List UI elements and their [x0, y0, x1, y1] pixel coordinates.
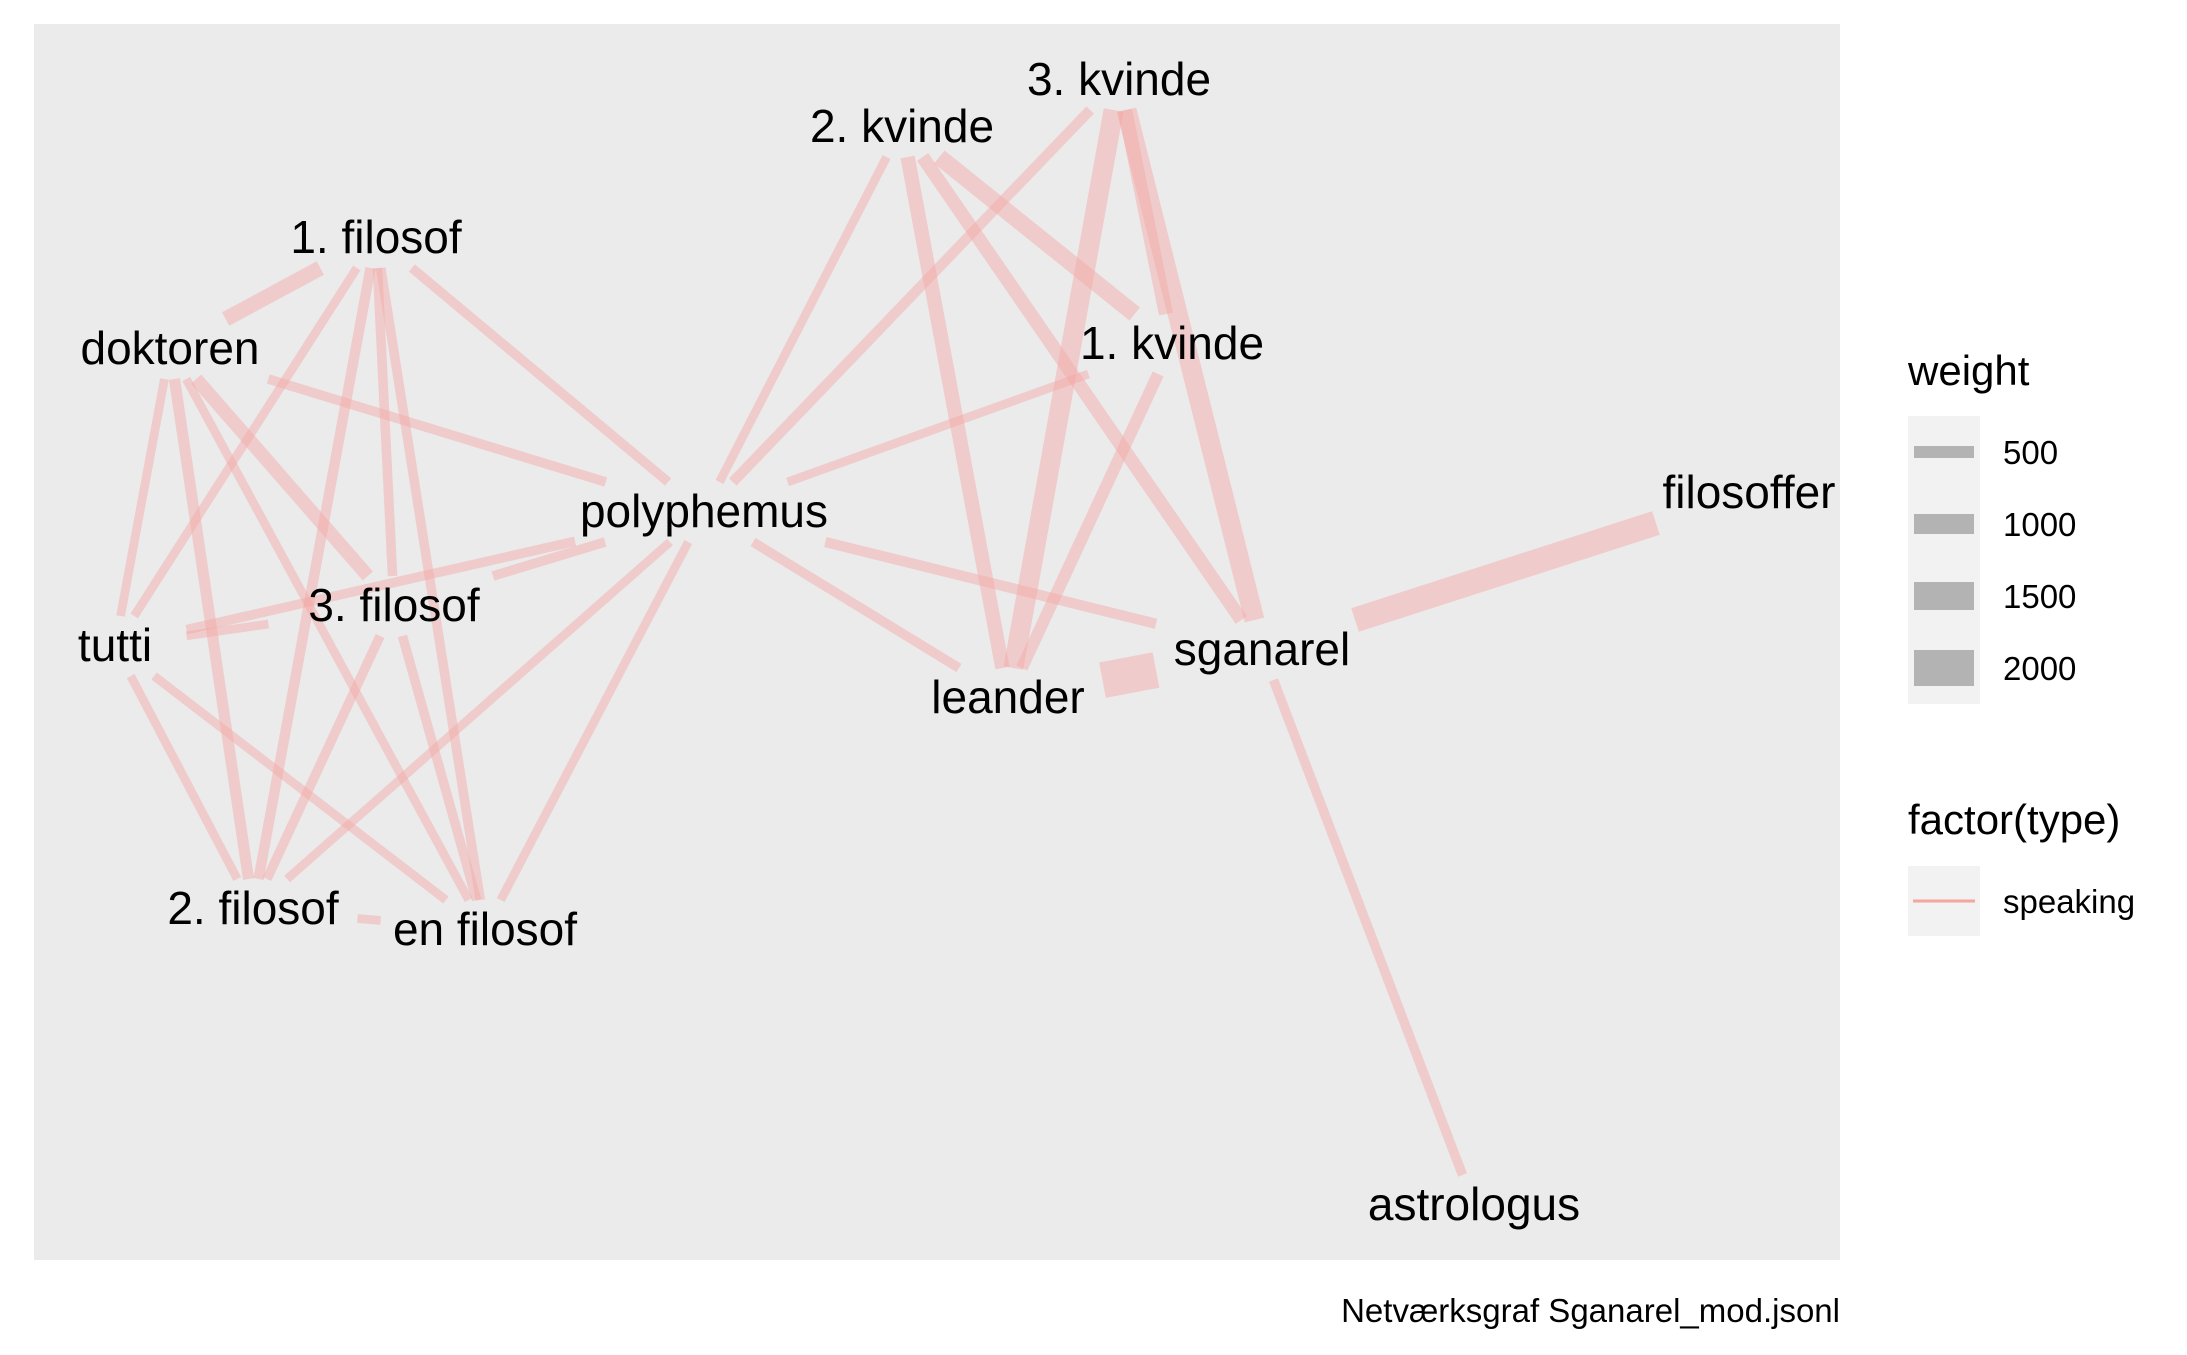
edge-1-filosof-en-filosof: [375, 267, 486, 901]
edge-1-filosof-3-filosof: [372, 267, 398, 577]
edge-2-filosof-polyphemus: [284, 538, 673, 883]
edge-polyphemus-leander: [750, 537, 962, 673]
edge-3-filosof-en-filosof: [397, 634, 482, 902]
edge-3-kvinde-1-kvinde: [1117, 108, 1174, 316]
legend-weight-label-2000: 2000: [2003, 650, 2076, 687]
edge-polyphemus-3-kvinde: [729, 106, 1094, 486]
plot-caption: Netværksgraf Sganarel_mod.jsonl: [1341, 1292, 1840, 1329]
edge-3-kvinde-sganarel: [1116, 107, 1265, 623]
node-label-2-kvinde: 2. kvinde: [810, 100, 994, 152]
node-label-filosoffer: filosoffer: [1662, 466, 1835, 518]
edge-tutti-en-filosof: [151, 672, 449, 904]
legend-weight-key-500: [1914, 446, 1974, 458]
edge-1-filosof-polyphemus: [408, 264, 672, 486]
edge-1-kvinde-leander: [1016, 371, 1164, 671]
edge-polyphemus-2-kvinde: [715, 154, 891, 485]
edge-doktoren-1-filosof: [222, 261, 324, 326]
edge-sganarel-astrologus: [1268, 678, 1468, 1177]
edge-2-kvinde-1-kvinde: [934, 150, 1140, 321]
node-label-1-kvinde: 1. kvinde: [1080, 317, 1264, 369]
legend-weight-label-500: 500: [2003, 434, 2058, 471]
nodes-layer: 1. filosof doktoren tutti 3. filosof 2. filo…: [78, 53, 1836, 1230]
legend-weight-key-1500: [1914, 582, 1974, 610]
edge-doktoren-2-filosof: [168, 378, 255, 880]
legend-weight: weight 500 1000 1500 2000: [1907, 347, 2076, 704]
node-label-tutti: tutti: [78, 619, 152, 671]
node-label-leander: leander: [931, 671, 1084, 723]
node-label-polyphemus: polyphemus: [580, 485, 828, 537]
node-label-doktoren: doktoren: [80, 322, 259, 374]
edge-sganarel-filosoffer: [1351, 511, 1660, 632]
node-label-sganarel: sganarel: [1174, 623, 1350, 675]
edge-1-filosof-tutti: [130, 265, 361, 619]
edge-doktoren-en-filosof: [182, 376, 473, 903]
edge-en-filosof-polyphemus: [496, 539, 693, 903]
node-label-1-filosof: 1. filosof: [290, 211, 462, 263]
edge-3-kvinde-leander: [1003, 108, 1124, 670]
edge-doktoren-tutti: [116, 378, 169, 617]
node-label-3-filosof: 3. filosof: [308, 579, 480, 631]
edge-1-filosof-2-filosof: [253, 267, 376, 880]
legend-weight-title: weight: [1907, 347, 2030, 394]
legend-weight-label-1000: 1000: [2003, 506, 2076, 543]
legend-type: factor(type) speaking: [1908, 796, 2135, 936]
legend-weight-key-2000: [1914, 650, 1974, 686]
edges-layer: [116, 106, 1660, 1177]
edge-2-kvinde-sganarel: [917, 153, 1247, 624]
edge-leander-sganarel: [1099, 652, 1160, 698]
edge-polyphemus-sganarel: [824, 536, 1158, 629]
legend-weight-key-1000: [1914, 514, 1974, 534]
edge-doktoren-polyphemus: [266, 374, 608, 487]
edge-2-filosof-en-filosof: [357, 914, 381, 925]
legend-weight-keys: 500 1000 1500 2000: [1914, 434, 2076, 687]
node-label-astrologus: astrologus: [1368, 1178, 1580, 1230]
legend-type-label-speaking: speaking: [2003, 883, 2135, 920]
edge-3-filosof-polyphemus: [491, 537, 607, 581]
edge-tutti-polyphemus: [185, 536, 577, 635]
edge-polyphemus-1-kvinde: [786, 369, 1090, 487]
plot-panel: [34, 24, 1840, 1260]
edge-tutti-2-filosof: [126, 673, 242, 882]
legend-weight-label-1500: 1500: [2003, 578, 2076, 615]
edge-tutti-3-filosof: [185, 619, 270, 641]
node-label-3-kvinde: 3. kvinde: [1027, 53, 1211, 105]
edge-3-filosof-2-filosof: [262, 633, 385, 882]
node-label-2-filosof: 2. filosof: [167, 882, 339, 934]
edge-doktoren-3-filosof: [191, 374, 373, 581]
edge-2-kvinde-leander: [900, 155, 1010, 670]
legend-type-title: factor(type): [1908, 796, 2120, 843]
node-label-en-filosof: en filosof: [393, 903, 577, 955]
